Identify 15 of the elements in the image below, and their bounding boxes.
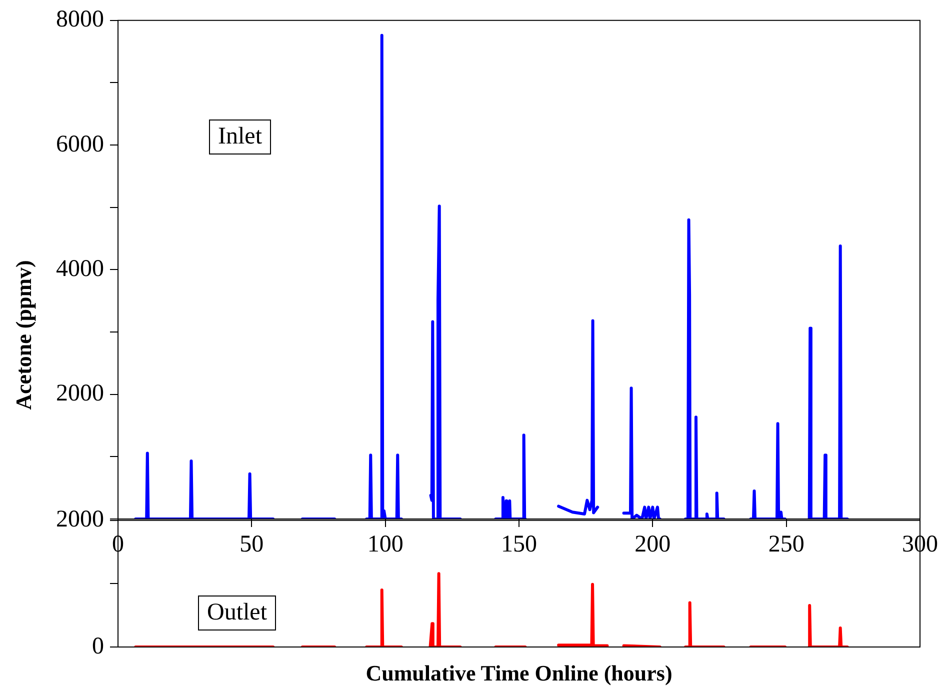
x-axis-title: Cumulative Time Online (hours) <box>366 660 672 686</box>
annotation: Outlet <box>198 596 276 630</box>
annotation: Inlet <box>209 120 271 154</box>
y-tick-label: 0 <box>92 633 104 660</box>
x-tick-label: 250 <box>768 532 804 558</box>
y-tick-label: 6000 <box>56 131 104 158</box>
y-axis-title: Acetone (ppmv) <box>11 260 37 410</box>
x-tick-label: 200 <box>634 532 671 558</box>
x-tick-label: 50 <box>240 532 264 558</box>
y-tick-label: 4000 <box>56 256 104 282</box>
y-tick-label: 8000 <box>56 6 104 33</box>
y-tick-label: 2000 <box>56 380 104 407</box>
y-tick-label: 2000 <box>56 506 104 533</box>
x-tick-label: 100 <box>367 532 404 558</box>
x-tick-label: 150 <box>501 532 537 558</box>
